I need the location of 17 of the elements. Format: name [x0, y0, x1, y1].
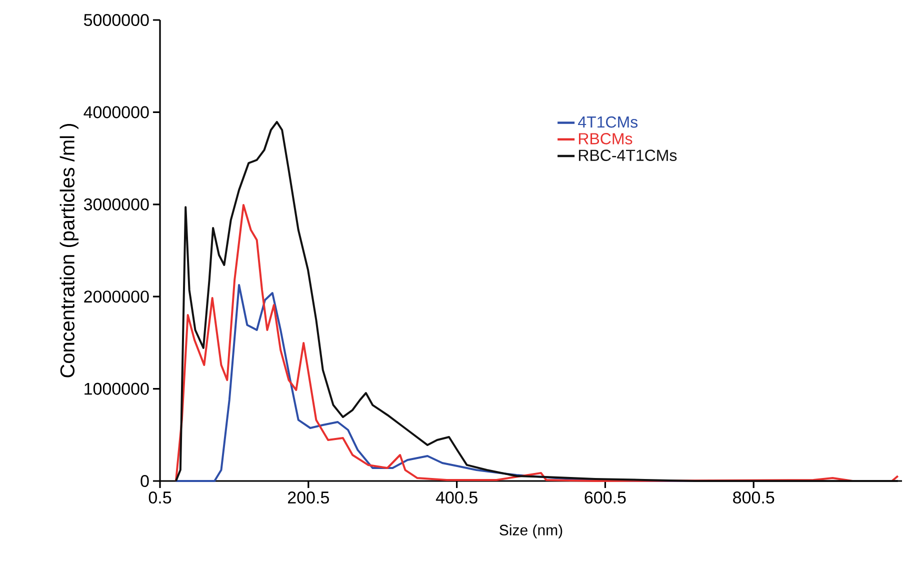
x-tick-label: 400.5	[436, 492, 478, 504]
y-tick-label: 3000000	[84, 198, 149, 210]
y-tick-label: 4000000	[84, 106, 149, 118]
line-series	[174, 204, 899, 482]
legend-label: 4T1CMs	[578, 116, 638, 128]
x-tick-label: 800.5	[733, 492, 774, 504]
x-tick-label: 600.5	[584, 492, 626, 504]
x-axis-title: Size (nm)	[500, 524, 562, 538]
y-axis-title: Concentration (particles /ml )	[60, 124, 78, 378]
y-tick-label: 2000000	[84, 290, 149, 303]
y-tick-label: 5000000	[84, 14, 149, 26]
legend-label: RBC-4T1CMs	[578, 150, 677, 162]
legend-label: RBCMs	[578, 133, 632, 144]
y-tick-label: 0	[140, 474, 149, 488]
x-tick-label: 0.5	[148, 492, 172, 504]
y-tick-label: 1000000	[84, 382, 149, 395]
x-tick-label: 200.5	[288, 492, 329, 504]
